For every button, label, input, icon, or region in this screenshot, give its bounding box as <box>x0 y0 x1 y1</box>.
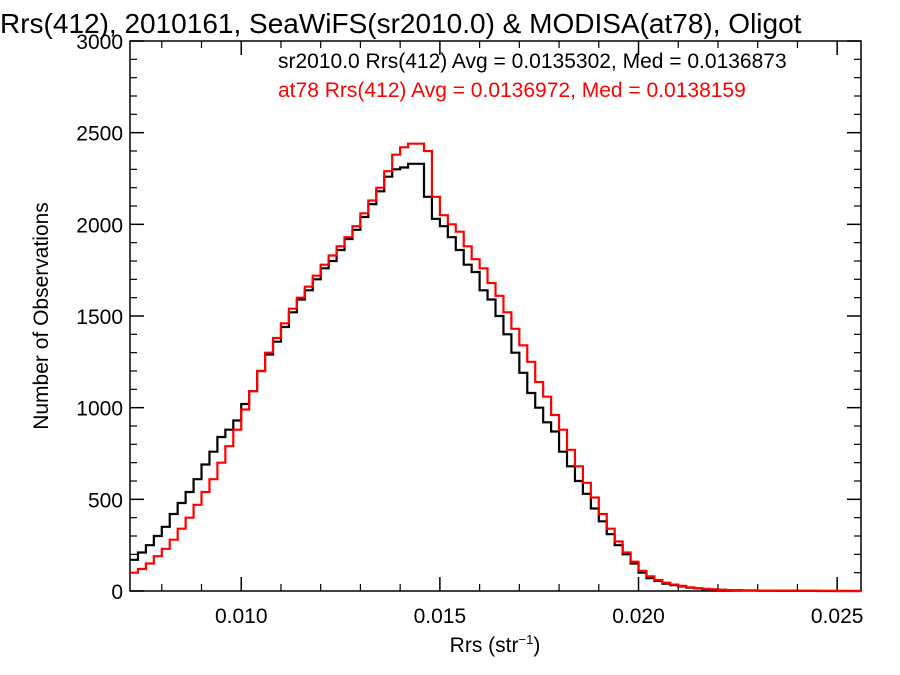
x-axis-ticks: 0.010 0.015 0.020 0.025 <box>161 41 864 628</box>
y-axis-label: Number of Observations <box>30 202 53 430</box>
legend-entry-2: at78 Rrs(412) Avg = 0.0136972, Med = 0.0… <box>278 79 746 102</box>
x-tick-label: 0.010 <box>215 605 268 628</box>
x-tick-label: 0.015 <box>414 605 467 628</box>
series-line-2 <box>130 142 861 593</box>
series-line-1 <box>130 162 861 593</box>
y-tick-label: 500 <box>88 489 123 512</box>
legend-entry-1: sr2010.0 Rrs(412) Avg = 0.0135302, Med =… <box>278 50 787 73</box>
series-layer <box>130 142 861 593</box>
x-tick-label: 0.020 <box>612 605 665 628</box>
y-tick-label: 1500 <box>76 306 123 329</box>
y-axis-ticks: 0 500 1000 1500 2000 2500 3000 <box>76 31 861 604</box>
x-axis-label-text: Rrs (str <box>450 634 519 657</box>
x-axis-label-tail: ) <box>533 634 540 657</box>
x-axis-label-superscript: −1 <box>519 632 534 647</box>
y-tick-label: 1000 <box>76 398 123 421</box>
y-tick-label: 2500 <box>76 123 123 146</box>
y-tick-label: 3000 <box>76 31 123 54</box>
y-tick-label: 0 <box>111 581 123 604</box>
legend: sr2010.0 Rrs(412) Avg = 0.0135302, Med =… <box>278 50 787 102</box>
x-axis-label: Rrs (str−1) <box>450 632 541 657</box>
y-tick-label: 2000 <box>76 214 123 237</box>
chart-title: Rrs(412), 2010161, SeaWiFS(sr2010.0) & M… <box>0 8 802 39</box>
x-tick-label: 0.025 <box>811 605 864 628</box>
